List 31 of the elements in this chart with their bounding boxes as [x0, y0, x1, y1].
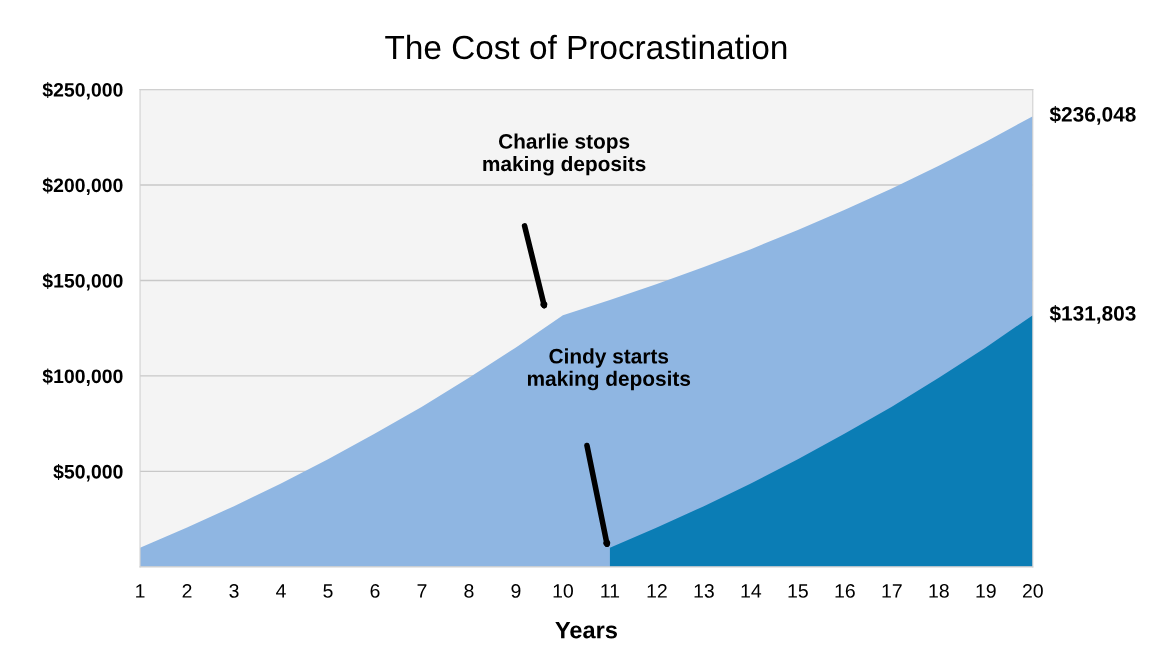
x-tick-label: 7	[417, 584, 427, 598]
y-tick-label: $200,000	[42, 177, 123, 196]
x-tick-label: 16	[835, 584, 855, 598]
annotation: Charlie stops making deposits	[483, 133, 646, 176]
y-tick-label: $150,000	[42, 273, 123, 291]
x-tick-label: 4	[276, 584, 286, 598]
chart-title: The Cost of Procrastination	[385, 34, 787, 60]
annotation: $236,048	[1049, 106, 1136, 125]
y-tick-label: $250,000	[42, 82, 123, 100]
x-tick-label: 2	[182, 584, 192, 598]
x-tick-label: 1	[136, 584, 145, 598]
x-axis-title: Years	[555, 621, 617, 639]
y-tick-label: $100,000	[42, 368, 123, 386]
x-tick-label: 9	[511, 584, 521, 598]
x-tick-label: 20	[1022, 584, 1043, 598]
x-tick-label: 19	[976, 584, 996, 598]
x-tick-label: 8	[464, 584, 474, 598]
annotation: $131,803	[1049, 305, 1136, 324]
annotation: Cindy starts making deposits	[527, 348, 691, 391]
x-tick-label: 10	[553, 584, 573, 598]
x-tick-label: 18	[929, 584, 949, 598]
x-tick-label: 14	[741, 584, 762, 598]
x-tick-label: 5	[323, 584, 333, 598]
x-tick-label: 15	[788, 584, 808, 598]
x-tick-label: 12	[647, 584, 667, 598]
x-tick-label: 3	[229, 584, 239, 598]
x-tick-label: 13	[694, 584, 714, 598]
x-tick-label: 6	[370, 584, 380, 598]
x-tick-label: 11	[601, 584, 620, 598]
y-tick-label: $50,000	[53, 464, 123, 482]
x-tick-label: 17	[882, 584, 902, 598]
